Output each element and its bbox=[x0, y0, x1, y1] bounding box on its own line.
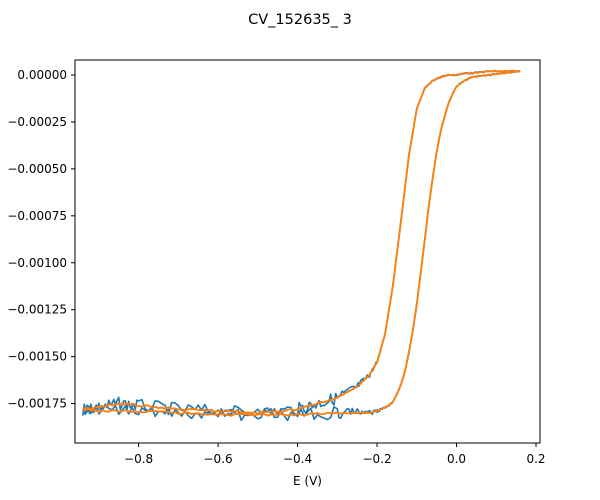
plot-area bbox=[74, 59, 541, 444]
series-layer bbox=[81, 69, 521, 422]
x-tick-label: −0.2 bbox=[362, 452, 391, 466]
y-tick-label: −0.00175 bbox=[7, 397, 67, 411]
y-tick-label: −0.00075 bbox=[7, 209, 67, 223]
axes-frame bbox=[74, 59, 541, 444]
x-tick-label: −0.8 bbox=[124, 452, 153, 466]
x-tick-label: 0.0 bbox=[447, 452, 466, 466]
x-axis: −0.8 −0.6 −0.4 −0.2 0.0 0.2 bbox=[124, 443, 546, 466]
x-tick-label: −0.4 bbox=[283, 452, 312, 466]
y-tick-label: 0.00000 bbox=[17, 68, 67, 82]
x-axis-label: E (V) bbox=[293, 474, 322, 488]
y-tick-label: −0.00050 bbox=[7, 162, 67, 176]
y-tick-label: −0.00100 bbox=[7, 256, 67, 270]
y-axis: 0.00000 −0.00025 −0.00050 −0.00075 −0.00100 −… bbox=[7, 68, 75, 411]
y-tick-label: −0.00150 bbox=[7, 350, 67, 364]
y-tick-label: −0.00025 bbox=[7, 115, 67, 129]
chart-title: CV_152635_ 3 bbox=[248, 12, 352, 28]
x-tick-label: −0.6 bbox=[204, 452, 233, 466]
y-tick-label: −0.00125 bbox=[7, 303, 67, 317]
x-tick-label: 0.2 bbox=[526, 452, 545, 466]
series-line-2 bbox=[81, 70, 521, 417]
